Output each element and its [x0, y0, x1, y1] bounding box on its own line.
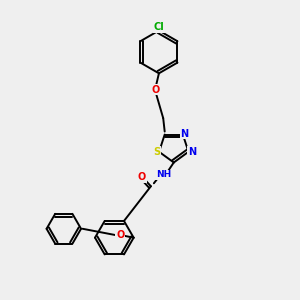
Text: Cl: Cl: [154, 22, 164, 32]
Text: NH: NH: [156, 170, 171, 179]
Text: O: O: [138, 172, 146, 182]
Text: O: O: [152, 85, 160, 95]
Text: O: O: [116, 230, 124, 240]
Text: N: N: [188, 147, 196, 157]
Text: N: N: [180, 129, 188, 139]
Text: S: S: [153, 147, 160, 157]
